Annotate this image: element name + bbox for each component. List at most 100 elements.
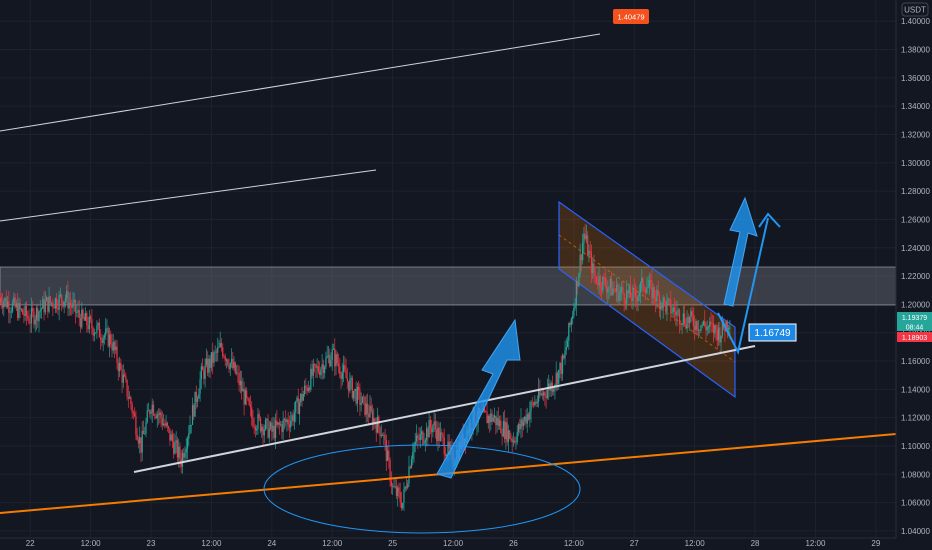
time-axis-background[interactable] <box>0 538 932 550</box>
candle-body <box>629 285 632 298</box>
candle-body <box>76 312 78 313</box>
candle-body <box>577 281 579 287</box>
candle-body <box>127 396 129 399</box>
candle-body <box>495 415 497 426</box>
candle-body <box>613 288 615 291</box>
candle-body <box>67 291 69 309</box>
candle-body <box>555 372 557 385</box>
candle-body <box>151 404 153 413</box>
price-tick-label: 1.04000 <box>901 527 930 536</box>
candle-body <box>254 426 257 431</box>
candle-body <box>695 321 697 331</box>
price-tick-label: 1.26000 <box>901 215 930 224</box>
candle-body <box>142 430 145 434</box>
candle-body <box>379 427 381 437</box>
candle-body <box>165 422 167 426</box>
candle-body <box>129 397 131 399</box>
candle-body <box>381 435 384 436</box>
candle-body <box>84 312 87 321</box>
candle-body <box>407 483 409 488</box>
candle-body <box>91 319 93 329</box>
svg-text:08:44: 08:44 <box>906 325 924 332</box>
candle-body <box>285 419 287 422</box>
candle-body <box>49 296 51 303</box>
candle-body <box>171 434 174 442</box>
candle-body <box>595 276 598 283</box>
candle-body <box>32 308 34 312</box>
candle-body <box>648 280 650 287</box>
candle-body <box>342 365 345 373</box>
candle-body <box>186 438 189 449</box>
candle-body <box>71 305 73 308</box>
candle-body <box>9 311 11 313</box>
candle-body <box>634 289 637 297</box>
candle-body <box>10 311 12 313</box>
currency-badge[interactable]: USDT <box>901 2 929 17</box>
time-tick-label: 26 <box>509 539 518 548</box>
candle-body <box>22 309 24 315</box>
candle-body <box>373 418 375 425</box>
price-tick-label: 1.36000 <box>901 74 930 83</box>
candle-body <box>37 307 39 322</box>
candle-body <box>150 412 152 414</box>
candle-body <box>292 415 294 422</box>
candle-body <box>446 454 448 457</box>
candle-body <box>20 309 22 311</box>
candle-body <box>101 340 103 343</box>
candle-body <box>17 303 19 319</box>
candle-body <box>4 297 6 302</box>
candle-body <box>614 290 616 292</box>
candle-body <box>189 425 191 434</box>
candle-body <box>359 390 361 405</box>
candle-body <box>404 486 406 490</box>
candle-body <box>619 290 622 293</box>
time-tick-label: 27 <box>630 539 639 548</box>
candle-body <box>685 324 687 329</box>
open-price-label: 1.18903 <box>897 332 932 342</box>
candle-body <box>504 421 506 440</box>
candle-body <box>185 448 187 453</box>
candle-body <box>319 371 321 376</box>
svg-text:USDT: USDT <box>904 6 926 15</box>
candle-body <box>8 301 10 313</box>
price-tick-label: 1.32000 <box>901 131 930 140</box>
candle-body <box>517 423 520 433</box>
candle-body <box>544 392 546 396</box>
candle-body <box>548 383 550 390</box>
price-tick-label: 1.40000 <box>901 17 930 26</box>
candle-body <box>558 369 560 384</box>
candle-body <box>283 419 286 420</box>
candle-body <box>322 364 325 373</box>
candle-body <box>195 391 197 402</box>
candle-body <box>395 486 398 497</box>
candle-body <box>559 362 561 370</box>
candle-body <box>312 364 314 376</box>
time-tick-label: 12:00 <box>322 539 343 548</box>
candle-body <box>293 412 296 422</box>
candle-body <box>587 235 589 256</box>
time-tick-label: 12:00 <box>685 539 706 548</box>
candle-body <box>174 442 176 454</box>
candle-body <box>599 276 601 288</box>
candle-body <box>530 402 532 412</box>
price-axis-background[interactable] <box>896 0 932 538</box>
candle-body <box>45 297 48 302</box>
candle-body <box>100 337 102 341</box>
candle-body <box>310 368 312 390</box>
candle-body <box>677 310 679 312</box>
candle-body <box>720 335 722 343</box>
candle-body <box>305 385 307 388</box>
middle-parallel-line <box>0 169 377 222</box>
candle-body <box>325 357 327 367</box>
candle-body <box>159 412 161 415</box>
candle-body <box>353 390 355 398</box>
candle-body <box>145 422 147 434</box>
candle-body <box>707 326 710 328</box>
candle-body <box>235 372 238 374</box>
candle-body <box>87 325 89 330</box>
candle-body <box>229 363 231 370</box>
candle-body <box>582 242 584 261</box>
candle-body <box>340 374 342 379</box>
